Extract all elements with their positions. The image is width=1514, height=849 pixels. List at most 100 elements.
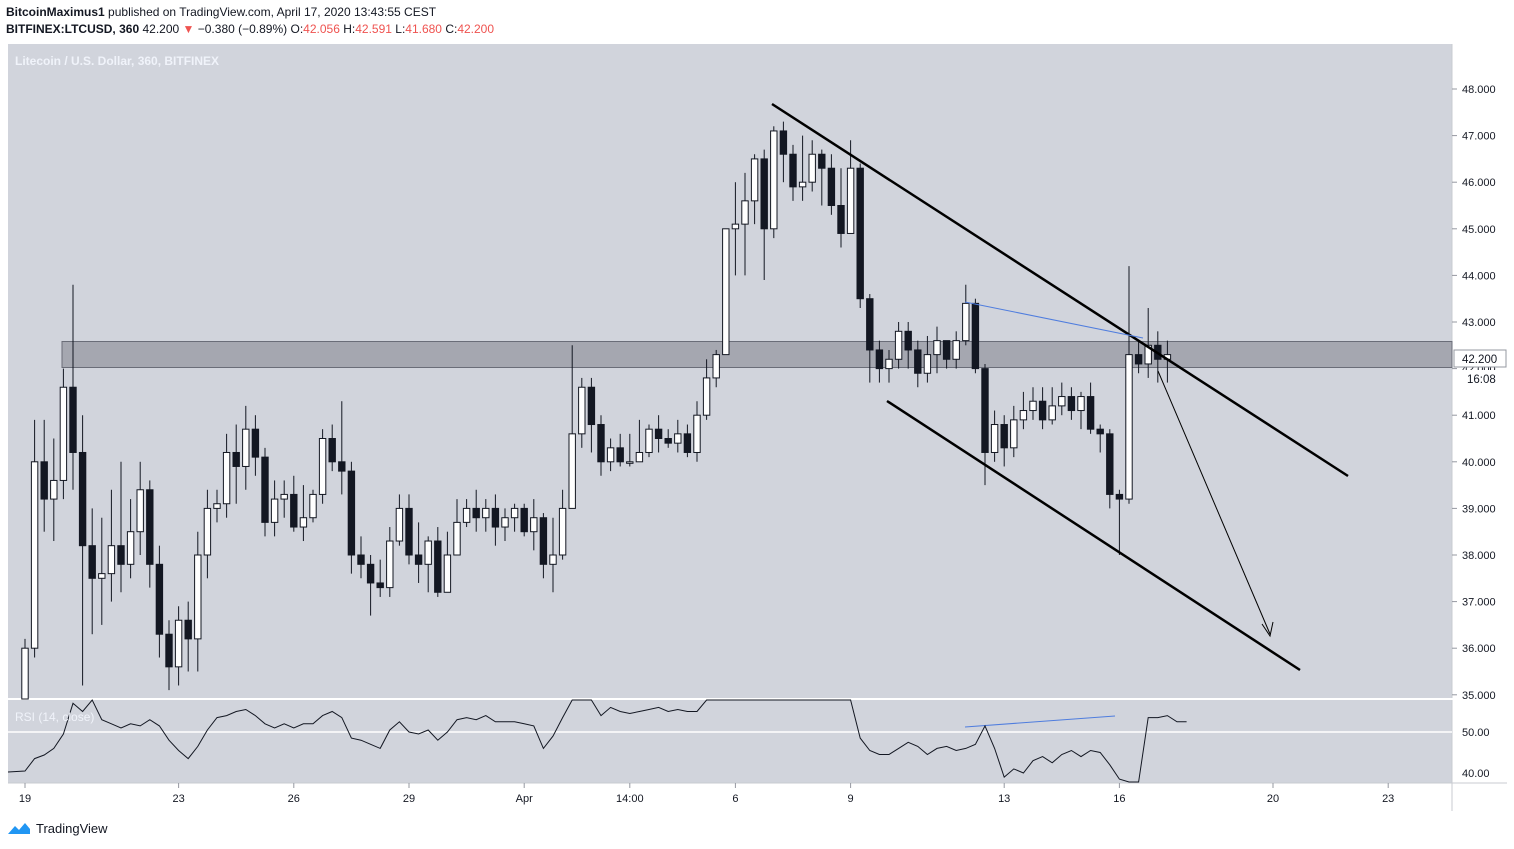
candle-up[interactable] [174,619,183,668]
candle-down[interactable] [981,368,989,453]
candle-up[interactable] [21,647,29,700]
candle-down[interactable] [155,563,164,635]
candle-down[interactable] [40,461,48,500]
candle-up[interactable] [1029,400,1037,412]
candle-up[interactable] [578,386,586,435]
candle-down[interactable] [338,461,346,472]
candle-up[interactable] [203,507,212,556]
candle-up[interactable] [395,507,404,542]
candle-down[interactable] [914,349,922,374]
candle-down[interactable] [875,349,884,370]
lower-channel-line[interactable] [886,399,1301,672]
candle-up[interactable] [798,181,807,188]
candle-down[interactable] [971,302,980,370]
candle-up[interactable] [558,507,567,556]
candle-up[interactable] [126,531,135,565]
candle-up[interactable] [1077,396,1085,412]
candle-down[interactable] [184,619,192,640]
candle-up[interactable] [952,340,960,360]
candle-up[interactable] [568,433,576,509]
candle-up[interactable] [933,340,941,356]
candle-up[interactable] [885,358,893,370]
candle-up[interactable] [98,573,106,579]
candle-down[interactable] [405,507,413,556]
candle-up[interactable] [962,302,970,342]
candle-up[interactable] [30,461,39,649]
candle-up[interactable] [270,498,279,523]
candle-down[interactable] [414,554,423,565]
price-divergence-line[interactable] [964,301,1144,339]
candle-up[interactable] [626,461,634,464]
candle-down[interactable] [1134,354,1143,365]
candle-up[interactable] [299,517,308,528]
candle-down[interactable] [616,447,624,463]
candle-down[interactable] [1115,493,1124,500]
candle-down[interactable] [597,424,605,463]
candle-up[interactable] [894,330,903,360]
candle-up[interactable] [222,451,231,505]
candle-up[interactable] [693,414,701,453]
candle-down[interactable] [261,456,269,523]
price-chart[interactable]: 48.00047.00046.00045.00044.00043.00042.0… [0,44,1514,814]
candle-up[interactable] [770,130,778,230]
candle-up[interactable] [731,223,740,230]
candle-up[interactable] [722,228,730,356]
candle-down[interactable] [1096,428,1104,435]
candle-down[interactable] [520,507,528,533]
candle-up[interactable] [462,507,471,523]
candle-up[interactable] [1010,419,1018,449]
candle-up[interactable] [702,377,711,416]
candle-up[interactable] [107,545,116,575]
candle-down[interactable] [117,545,125,565]
candle-up[interactable] [549,554,557,565]
rsi-line[interactable] [7,699,1187,783]
candle-down[interactable] [1067,396,1076,412]
candle-up[interactable] [1019,410,1028,421]
candle-down[interactable] [366,563,375,584]
candle-down[interactable] [904,330,912,351]
candle-down[interactable] [818,153,826,169]
candle-up[interactable] [645,428,653,453]
candle-down[interactable] [69,386,77,453]
projection-arrow[interactable] [1157,370,1271,635]
publisher-name[interactable]: BitcoinMaximus1 [6,5,105,19]
candle-up[interactable] [530,517,538,533]
candle-up[interactable] [424,540,432,565]
candle-down[interactable] [434,540,442,593]
candle-down[interactable] [146,489,154,565]
candle-down[interactable] [357,554,365,565]
candle-up[interactable] [750,158,759,202]
candle-up[interactable] [674,433,682,444]
candle-up[interactable] [194,554,202,640]
candle-up[interactable] [386,540,394,589]
candle-up[interactable] [443,554,452,593]
rsi-divergence-line[interactable] [964,715,1116,728]
candle-down[interactable] [683,433,692,453]
candle-down[interactable] [251,428,260,458]
chart-container[interactable]: 48.000 47.000 46.000 45.000 44.000 43.000 42.0… [0,44,1514,814]
candle-up[interactable] [606,447,615,463]
candle-down[interactable] [539,517,548,565]
candle-up[interactable] [309,493,317,519]
candle-down[interactable] [866,298,874,351]
candle-down[interactable] [760,158,768,230]
candle-up[interactable] [50,479,58,500]
candle-up[interactable] [808,153,816,183]
candle-up[interactable] [712,354,720,379]
candle-down[interactable] [472,507,480,519]
candle-down[interactable] [654,428,663,439]
candle-down[interactable] [1106,433,1114,495]
upper-channel-line[interactable] [771,102,1349,478]
candle-down[interactable] [1086,396,1095,430]
candle-down[interactable] [942,340,951,360]
candle-down[interactable] [827,167,836,206]
candle-down[interactable] [88,545,96,579]
candle-up[interactable] [136,489,144,533]
candle-up[interactable] [213,503,221,509]
candle-down[interactable] [78,451,87,547]
candle-up[interactable] [923,354,932,374]
candle-down[interactable] [789,153,797,188]
candle-up[interactable] [846,167,855,234]
candle-up[interactable] [990,424,999,453]
candle-down[interactable] [328,438,336,463]
